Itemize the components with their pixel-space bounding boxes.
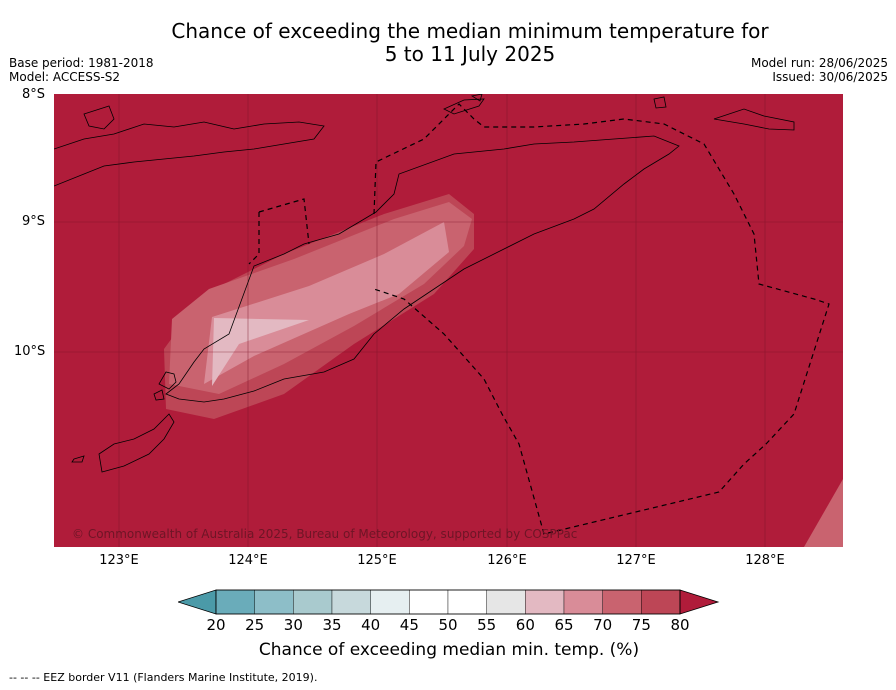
contour-65 (204, 222, 449, 384)
colorbar-low-arrow (178, 589, 217, 615)
eez-footnote: -- -- -- EEZ border V11 (Flanders Marine… (9, 671, 318, 684)
rote-island (158, 371, 177, 390)
map-copyright: © Commonwealth of Australia 2025, Bureau… (72, 527, 577, 541)
coastlines (54, 94, 795, 473)
semau-island (153, 389, 165, 401)
colorbar-tick-label: 70 (593, 616, 613, 634)
colorbar-segment (254, 589, 294, 615)
colorbar-segment (215, 589, 255, 615)
meta-left: Base period: 1981-2018 Model: ACCESS-S2 (9, 56, 154, 84)
eez-border (248, 103, 830, 535)
small-island-b (470, 94, 483, 102)
colorbar-tick-label: 35 (322, 616, 342, 634)
colorbar-tick-label: 20 (206, 616, 226, 634)
babar-islands (713, 108, 795, 131)
colorbar-tick-label: 30 (283, 616, 303, 634)
colorbar-tick-label: 75 (631, 616, 651, 634)
colorbar-tick-label: 40 (361, 616, 381, 634)
colorbar-tick-label: 45 (399, 616, 419, 634)
sumba-island-tip (71, 455, 85, 463)
lon-label-128e: 128°E (745, 553, 785, 568)
contour-60 (212, 318, 309, 386)
issued-date: Issued: 30/06/2025 (772, 70, 888, 84)
lat-label-10s: 10°S (14, 344, 46, 359)
colorbar-tick-label: 60 (515, 616, 535, 634)
lon-label-123e: 123°E (99, 553, 139, 568)
timor-island (165, 135, 680, 403)
colorbar-frame (215, 589, 681, 615)
colorbar-label: Chance of exceeding median min. temp. (%… (258, 640, 640, 660)
wetar-island (443, 98, 485, 115)
colorbar-tick-label: 50 (438, 616, 458, 634)
sumba-island (98, 413, 175, 473)
colorbar-segment (331, 589, 371, 615)
colorbar-tick-label: 80 (670, 616, 690, 634)
colorbar-segment (602, 589, 642, 615)
small-island-a (653, 96, 667, 109)
lon-label-124e: 124°E (228, 553, 268, 568)
colorbar-segments (215, 589, 681, 615)
contour-se-corner (804, 479, 843, 547)
graticule (54, 94, 843, 547)
flores-islands (54, 121, 325, 187)
meta-right: Model run: 28/06/2025 Issued: 30/06/2025 (751, 56, 888, 84)
lat-label-8s: 8°S (22, 87, 46, 102)
colorbar-tick-label: 55 (477, 616, 497, 634)
colorbar-segment (447, 589, 487, 615)
map-title: Chance of exceeding the median minimum t… (120, 20, 820, 66)
title-line-2: 5 to 11 July 2025 (384, 42, 556, 66)
map-panel: © Commonwealth of Australia 2025, Bureau… (54, 94, 843, 547)
colorbar-segment (409, 589, 449, 615)
lon-label-127e: 127°E (616, 553, 656, 568)
colorbar-segment (486, 589, 526, 615)
lon-label-125e: 125°E (357, 553, 397, 568)
colorbar-high-arrow (679, 589, 720, 615)
base-period: Base period: 1981-2018 (9, 56, 154, 70)
lon-label-126e: 126°E (487, 553, 527, 568)
colorbar (178, 589, 720, 615)
lat-label-9s: 9°S (22, 214, 46, 229)
colorbar-tick-label: 25 (245, 616, 265, 634)
model-name: Model: ACCESS-S2 (9, 70, 121, 84)
colorbar-segment (641, 589, 681, 615)
colorbar-segment (370, 589, 410, 615)
colorbar-segment (563, 589, 603, 615)
title-line-1: Chance of exceeding the median minimum t… (171, 19, 769, 43)
model-run: Model run: 28/06/2025 (750, 56, 888, 70)
colorbar-segment (525, 589, 565, 615)
colorbar-segment (293, 589, 333, 615)
alor-islands (83, 105, 115, 130)
colorbar-tick-label: 65 (554, 616, 574, 634)
